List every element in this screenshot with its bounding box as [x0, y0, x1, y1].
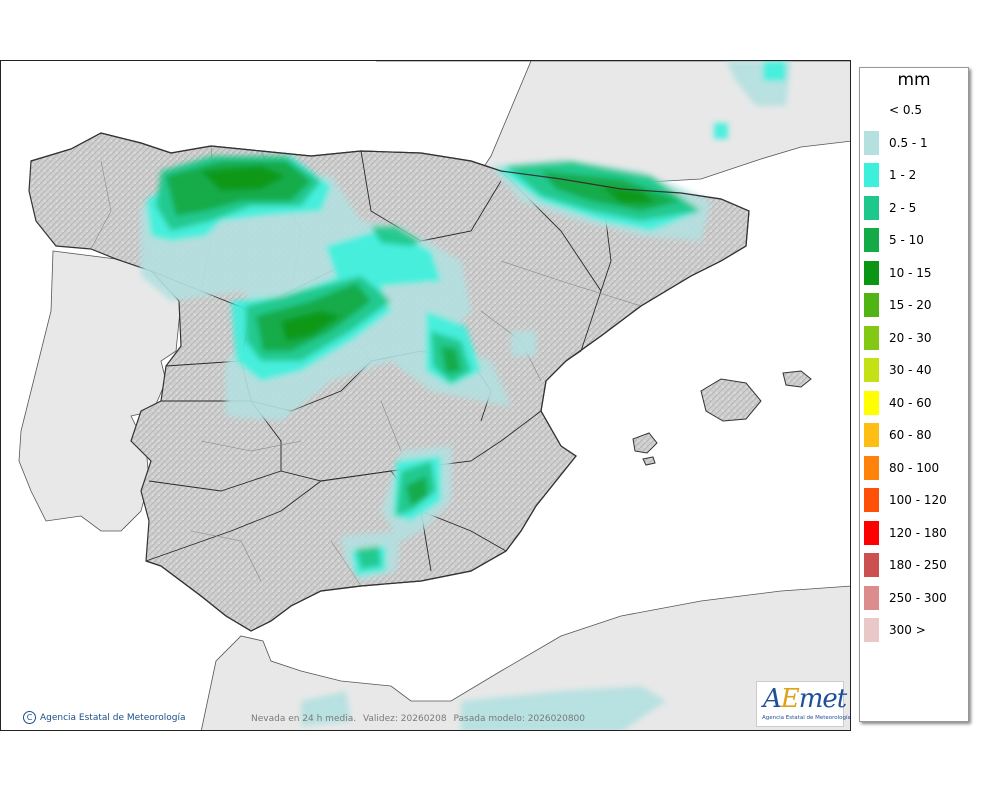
- legend-item: 250 - 300: [864, 585, 947, 610]
- legend-label: 300 >: [889, 623, 926, 637]
- legend-swatch: [864, 390, 879, 415]
- legend-item: 100 - 120: [864, 488, 947, 512]
- legend-swatch: [864, 520, 879, 545]
- portugal-land: [18, 250, 182, 532]
- legend-label: 250 - 300: [889, 590, 947, 605]
- legend-swatch: [864, 585, 879, 610]
- legend-label: 40 - 60: [889, 395, 932, 410]
- africa-land: [201, 585, 850, 730]
- map-canvas: [18, 61, 850, 730]
- legend-unit: mm: [897, 70, 931, 90]
- legend-swatch: [864, 618, 879, 642]
- legend-label: 100 - 120: [889, 493, 947, 507]
- legend: mm < 0.5 0.5 - 1 1 - 2 2 - 5 5 - 10 10 - 15 15…: [859, 67, 969, 722]
- legend-swatch: [864, 163, 879, 187]
- legend-item: 120 - 180: [864, 520, 947, 545]
- info-run: Pasada modelo: 2026020800: [453, 714, 585, 724]
- product-info: Nevada en 24 h media. Validez: 20260208 …: [251, 714, 585, 724]
- copyright-icon: C: [23, 711, 36, 724]
- menorca: [782, 370, 812, 388]
- legend-item: 2 - 5: [864, 195, 917, 220]
- legend-swatch: [864, 358, 879, 382]
- legend-swatch: [864, 293, 879, 317]
- legend-label: 10 - 15: [889, 265, 932, 280]
- legend-item: 60 - 80: [864, 423, 932, 447]
- legend-item: 5 - 10: [864, 228, 924, 252]
- credit-text: C Agencia Estatal de Meteorología: [23, 711, 186, 724]
- legend-label: 1 - 2: [889, 168, 917, 182]
- coastline: [30, 132, 750, 632]
- legend-item: 0.5 - 1: [864, 130, 928, 155]
- legend-swatch: [864, 130, 879, 155]
- snow-overlay: [141, 61, 791, 730]
- mallorca: [700, 378, 762, 422]
- snowfall-map: C Agencia Estatal de Meteorología Nevada…: [0, 60, 851, 731]
- legend-swatch: [864, 553, 879, 577]
- legend-label: 0.5 - 1: [889, 135, 928, 150]
- legend-item: 300 >: [864, 618, 926, 642]
- legend-swatch: [864, 455, 879, 480]
- legend-label: 60 - 80: [889, 428, 932, 442]
- legend-label: 15 - 20: [889, 298, 932, 312]
- ibiza: [632, 432, 658, 454]
- info-product: Nevada en 24 h media.: [251, 714, 357, 724]
- legend-item: 1 - 2: [864, 163, 916, 187]
- legend-label: 30 - 40: [889, 363, 932, 377]
- legend-label: 2 - 5: [889, 200, 917, 215]
- aemet-logo: AEmet Agencia Estatal de Meteorología: [756, 681, 850, 727]
- legend-item: 80 - 100: [864, 455, 940, 480]
- legend-item: < 0.5: [864, 98, 922, 122]
- legend-item: 180 - 250: [864, 553, 947, 577]
- legend-label: 120 - 180: [889, 525, 947, 540]
- legend-swatch: [864, 325, 879, 350]
- legend-label: 5 - 10: [889, 233, 924, 247]
- logo-subtitle: Agencia Estatal de Meteorología: [762, 715, 851, 721]
- legend-swatch: [864, 423, 879, 447]
- legend-swatch: [864, 195, 879, 220]
- legend-item: 30 - 40: [864, 358, 932, 382]
- legend-item: 40 - 60: [864, 390, 932, 415]
- legend-swatch: [864, 228, 879, 252]
- legend-item: 15 - 20: [864, 293, 932, 317]
- legend-swatch: [864, 488, 879, 512]
- info-validity: Validez: 20260208: [362, 714, 447, 724]
- legend-item: 20 - 30: [864, 325, 932, 350]
- legend-label: 80 - 100: [889, 460, 940, 475]
- logo-word: AEmet: [763, 684, 847, 714]
- legend-label: 180 - 250: [889, 558, 947, 572]
- legend-item: 10 - 15: [864, 260, 932, 285]
- legend-swatch: [864, 98, 879, 122]
- legend-label: < 0.5: [889, 103, 922, 117]
- credit-label: Agencia Estatal de Meteorología: [40, 712, 186, 723]
- legend-swatch: [864, 260, 879, 285]
- legend-label: 20 - 30: [889, 330, 932, 345]
- formentera: [642, 456, 656, 466]
